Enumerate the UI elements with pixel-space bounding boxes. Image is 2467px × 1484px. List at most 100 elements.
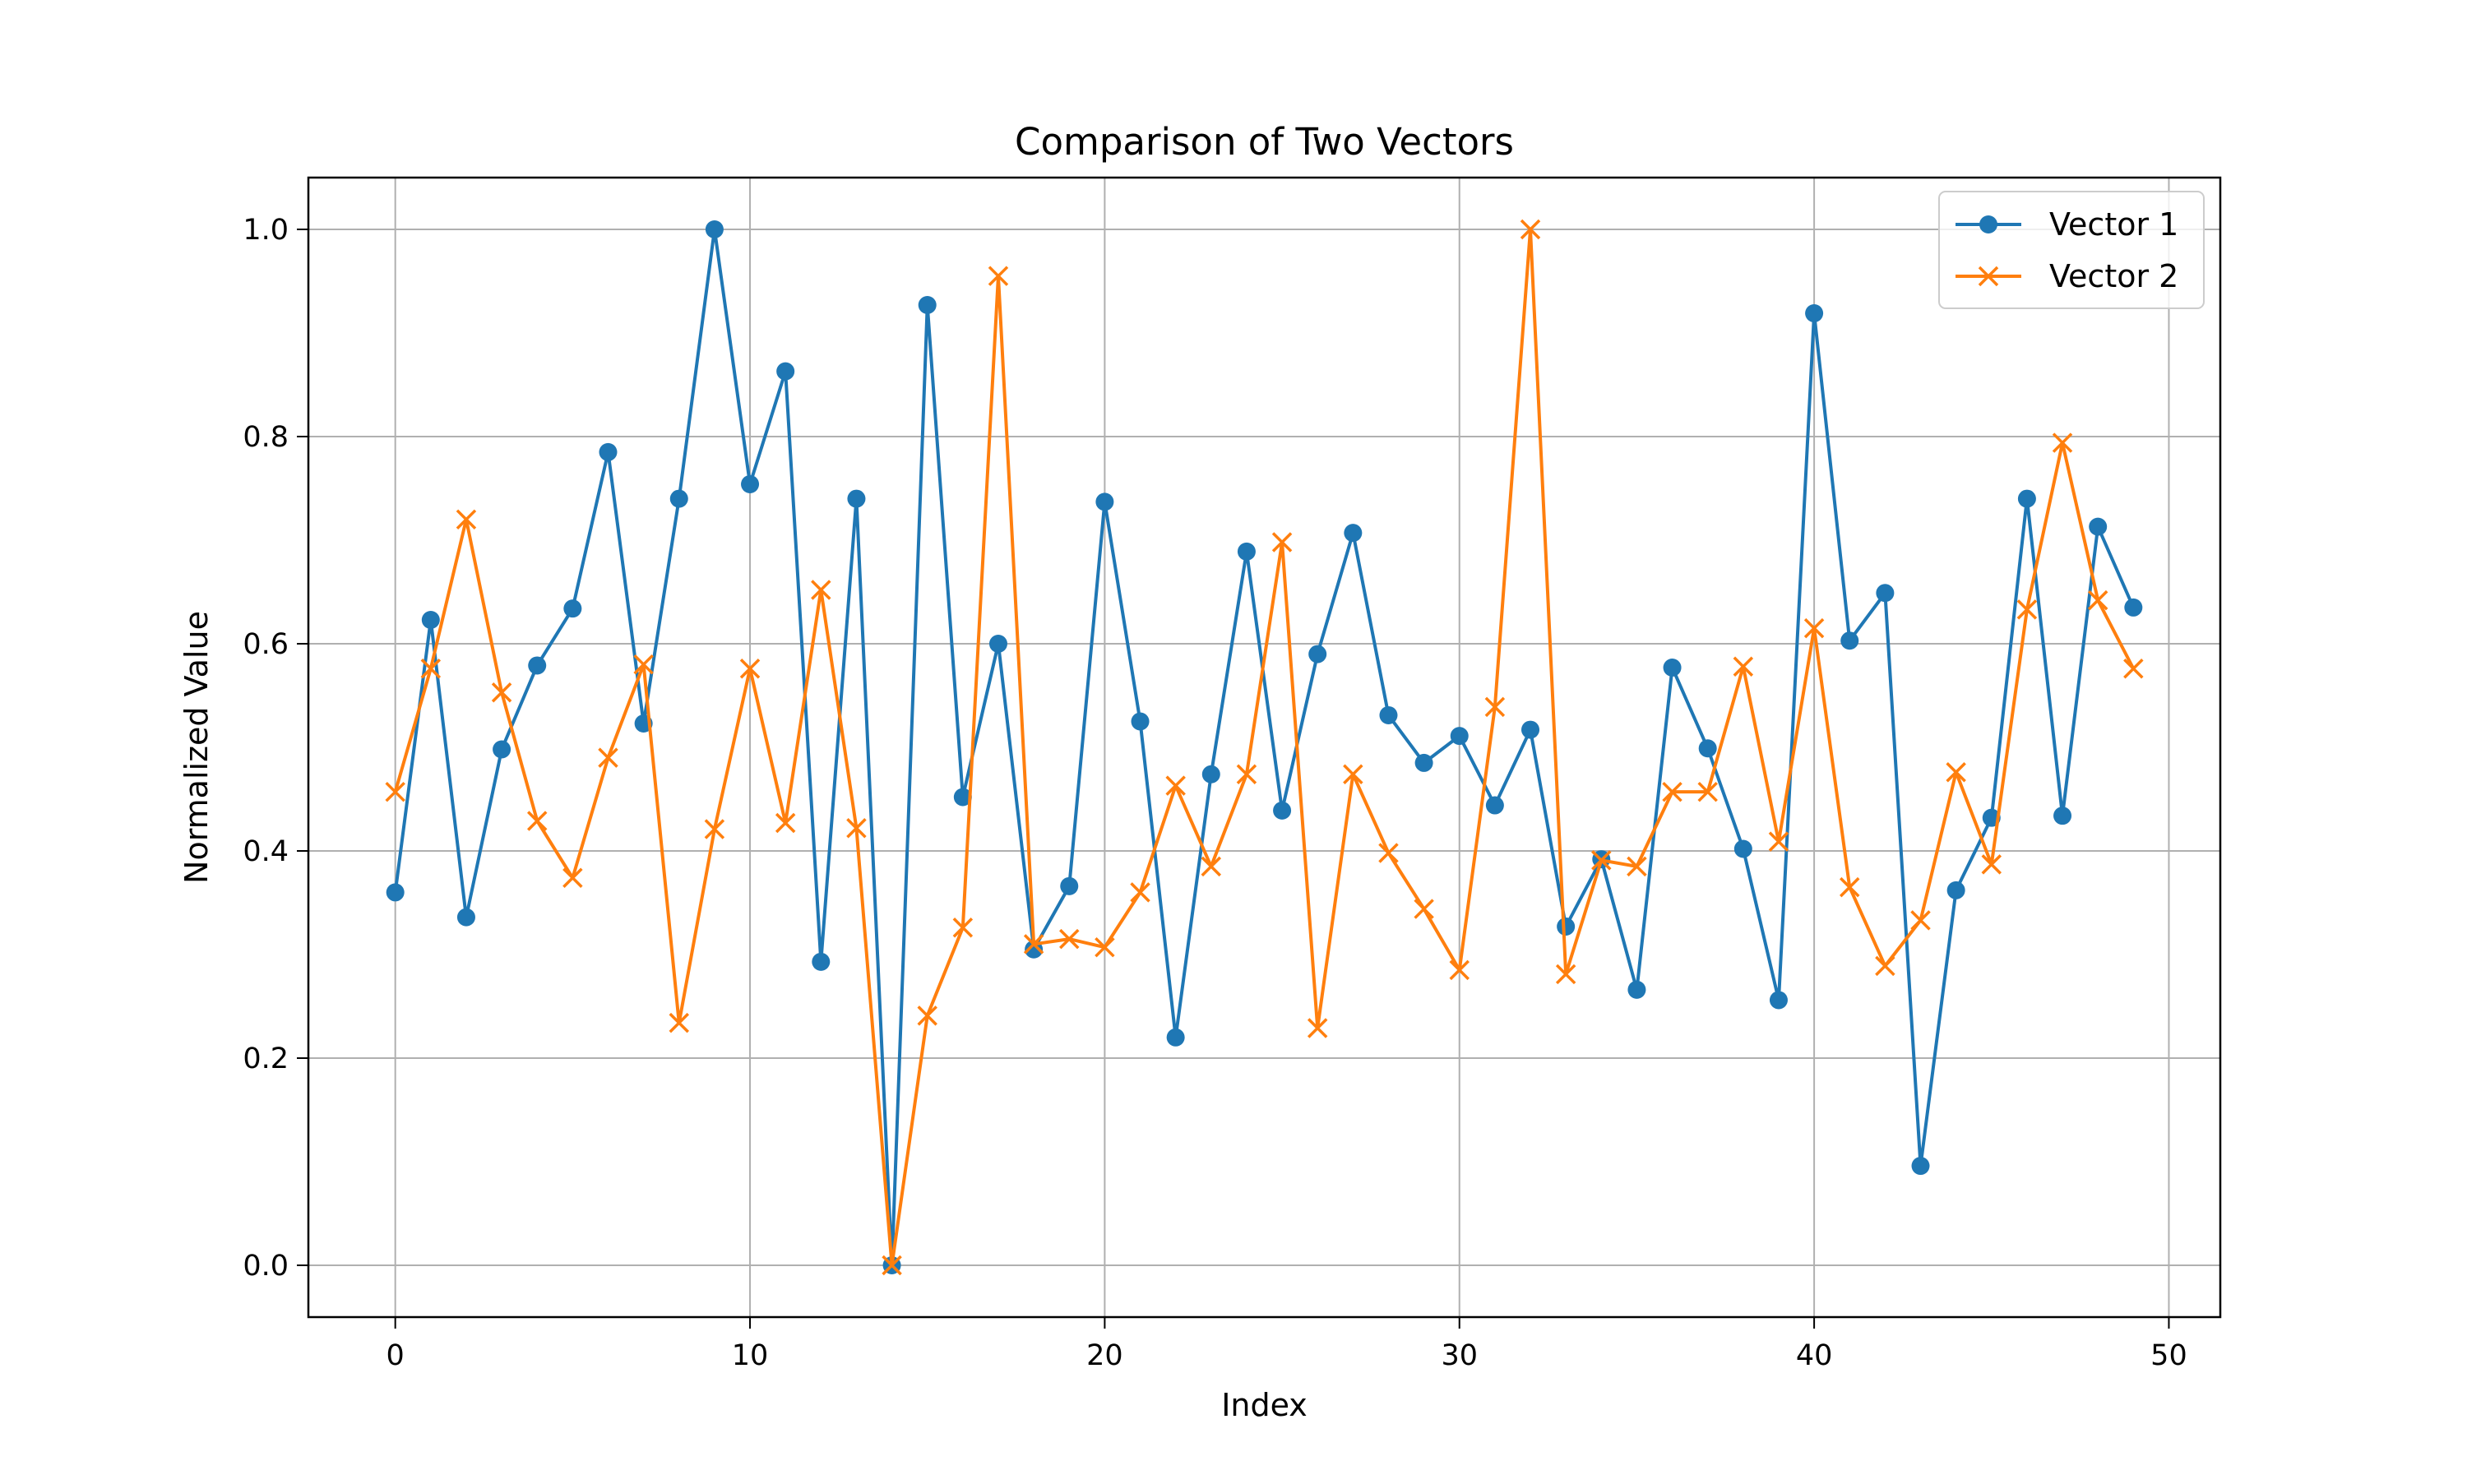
data-point-vector-2 bbox=[811, 580, 831, 600]
data-point-vector-1 bbox=[1627, 980, 1646, 999]
data-point-vector-1 bbox=[1805, 304, 1824, 323]
data-point-vector-1 bbox=[1946, 881, 1965, 899]
data-point-vector-2 bbox=[669, 1012, 690, 1033]
data-point-vector-1 bbox=[1698, 739, 1717, 758]
data-point-vector-2 bbox=[598, 747, 618, 768]
data-point-vector-1 bbox=[918, 295, 937, 314]
data-point-vector-1 bbox=[1557, 917, 1576, 936]
data-point-vector-2 bbox=[1059, 928, 1080, 950]
y-tick-label: 0.2 bbox=[243, 1042, 289, 1075]
data-point-vector-1 bbox=[1344, 524, 1363, 543]
data-point-vector-2 bbox=[739, 659, 761, 679]
data-point-vector-2 bbox=[1130, 882, 1150, 903]
data-point-vector-2 bbox=[1414, 899, 1434, 919]
data-point-vector-2 bbox=[1236, 764, 1257, 784]
data-point-vector-2 bbox=[1981, 854, 2002, 875]
data-point-vector-1 bbox=[1876, 584, 1895, 603]
y-tick-label: 0.0 bbox=[243, 1250, 289, 1283]
data-point-vector-1 bbox=[528, 656, 547, 675]
data-point-vector-2 bbox=[1839, 876, 1860, 898]
data-point-vector-2 bbox=[882, 1255, 902, 1276]
data-point-vector-2 bbox=[1627, 856, 1647, 877]
data-point-vector-2 bbox=[1449, 959, 1470, 981]
legend-label-vector-1: Vector 1 bbox=[2049, 206, 2178, 243]
data-point-vector-2 bbox=[775, 812, 796, 834]
data-point-vector-2 bbox=[1768, 831, 1789, 852]
legend-label-vector-2: Vector 2 bbox=[2049, 258, 2178, 294]
data-point-vector-2 bbox=[2123, 659, 2144, 679]
x-tick-label: 10 bbox=[732, 1339, 769, 1372]
x-tick-label: 20 bbox=[1086, 1339, 1123, 1372]
data-point-vector-1 bbox=[2017, 489, 2036, 508]
data-point-vector-1 bbox=[705, 220, 724, 238]
data-point-vector-2 bbox=[1946, 762, 1966, 783]
data-point-vector-1 bbox=[776, 362, 795, 381]
series-line-vector-2 bbox=[393, 228, 2136, 1267]
data-point-vector-2 bbox=[988, 266, 1009, 286]
grid-lines bbox=[308, 178, 2220, 1317]
data-point-vector-2 bbox=[1307, 1018, 1328, 1038]
data-point-vector-1 bbox=[2053, 807, 2072, 825]
data-point-vector-1 bbox=[1414, 753, 1433, 772]
legend-box bbox=[1938, 191, 2205, 309]
data-point-vector-1 bbox=[1166, 1028, 1185, 1047]
data-point-vector-1 bbox=[1308, 645, 1327, 663]
data-point-vector-1 bbox=[493, 740, 511, 759]
plot-series bbox=[385, 219, 2144, 1276]
data-point-vector-1 bbox=[1237, 542, 1256, 561]
data-point-vector-2 bbox=[1165, 775, 1186, 796]
data-point-vector-1 bbox=[741, 474, 760, 493]
series-vector-2 bbox=[385, 219, 2144, 1276]
data-point-vector-1 bbox=[812, 952, 831, 971]
plot-frame bbox=[307, 176, 2222, 1319]
data-point-vector-1 bbox=[2089, 517, 2108, 536]
chart-title: Comparison of Two Vectors bbox=[1015, 120, 1514, 164]
data-point-vector-2 bbox=[2087, 589, 2108, 611]
data-point-vector-1 bbox=[1201, 765, 1220, 784]
data-point-vector-2 bbox=[491, 682, 512, 703]
data-point-vector-1 bbox=[1485, 796, 1504, 815]
data-point-vector-2 bbox=[1520, 219, 1541, 240]
x-tick-label: 0 bbox=[386, 1339, 405, 1372]
data-point-vector-2 bbox=[704, 819, 725, 839]
data-point-vector-1 bbox=[386, 883, 405, 902]
data-point-vector-2 bbox=[456, 509, 477, 530]
data-point-vector-1 bbox=[563, 599, 582, 618]
data-point-vector-2 bbox=[1201, 856, 1222, 877]
data-point-vector-2 bbox=[1591, 850, 1612, 871]
data-point-vector-1 bbox=[1060, 876, 1079, 895]
data-point-vector-2 bbox=[2016, 599, 2038, 620]
data-point-vector-2 bbox=[1555, 964, 1576, 985]
data-point-vector-1 bbox=[1095, 492, 1114, 511]
y-tick-label: 1.0 bbox=[243, 214, 289, 247]
data-point-vector-2 bbox=[633, 654, 654, 675]
data-point-vector-1 bbox=[1911, 1157, 1930, 1176]
data-point-vector-2 bbox=[2052, 432, 2073, 453]
data-point-vector-1 bbox=[1131, 712, 1150, 731]
data-point-vector-2 bbox=[1378, 843, 1399, 863]
data-point-vector-1 bbox=[988, 635, 1007, 653]
data-point-vector-1 bbox=[456, 908, 475, 927]
data-point-vector-2 bbox=[1343, 764, 1363, 784]
data-point-vector-1 bbox=[2124, 598, 2143, 617]
y-tick-label: 0.6 bbox=[243, 628, 289, 661]
x-tick-label: 40 bbox=[1796, 1339, 1833, 1372]
data-point-vector-1 bbox=[1663, 658, 1682, 677]
data-point-vector-1 bbox=[669, 489, 688, 508]
data-point-vector-1 bbox=[1450, 727, 1469, 746]
data-point-vector-1 bbox=[1769, 991, 1788, 1010]
x-tick-label: 30 bbox=[1441, 1339, 1478, 1372]
data-point-vector-1 bbox=[1840, 631, 1859, 650]
data-point-vector-2 bbox=[526, 811, 548, 831]
data-point-vector-2 bbox=[1733, 656, 1754, 677]
data-point-vector-2 bbox=[917, 1006, 937, 1026]
data-point-vector-2 bbox=[1095, 936, 1115, 958]
data-point-vector-2 bbox=[562, 867, 583, 888]
data-point-vector-1 bbox=[953, 788, 972, 807]
data-point-vector-1 bbox=[1379, 705, 1398, 724]
data-point-vector-2 bbox=[1662, 781, 1682, 802]
series-line-vector-1 bbox=[393, 228, 2136, 1267]
data-point-vector-2 bbox=[1484, 696, 1506, 718]
data-point-vector-2 bbox=[846, 818, 867, 839]
